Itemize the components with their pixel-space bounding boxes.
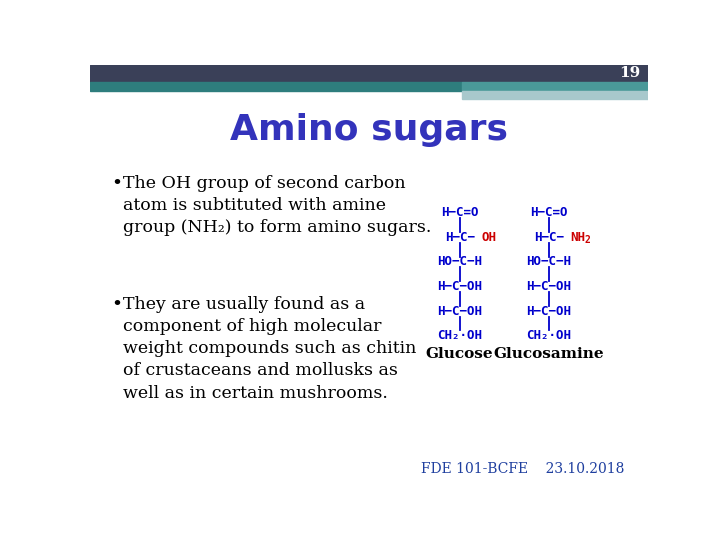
Text: Amino sugars: Amino sugars <box>230 113 508 147</box>
Text: H−C−: H−C− <box>534 231 564 244</box>
Text: NH: NH <box>570 231 585 244</box>
Text: FDE 101-BCFE    23.10.2018: FDE 101-BCFE 23.10.2018 <box>421 462 625 476</box>
Bar <box>90 82 462 91</box>
Text: H−C−OH: H−C−OH <box>437 280 482 293</box>
Text: OH: OH <box>482 231 496 244</box>
Text: HO−C−H: HO−C−H <box>437 255 482 268</box>
Text: HO−C−H: HO−C−H <box>526 255 571 268</box>
Text: Glucose: Glucose <box>426 347 493 361</box>
Text: 19: 19 <box>619 66 640 80</box>
Text: CH₂·OH: CH₂·OH <box>526 329 571 342</box>
Text: Glucosamine: Glucosamine <box>493 347 604 361</box>
Text: H−C=O: H−C=O <box>530 206 567 219</box>
Text: They are usually found as a
component of high molecular
weight compounds such as: They are usually found as a component of… <box>122 296 416 402</box>
Text: H−C=O: H−C=O <box>441 206 478 219</box>
Text: The OH group of second carbon
atom is subtituted with amine
group (NH₂) to form : The OH group of second carbon atom is su… <box>122 175 431 237</box>
Text: •: • <box>112 175 123 193</box>
Bar <box>90 65 648 82</box>
Text: H−C−OH: H−C−OH <box>526 280 571 293</box>
Text: •: • <box>112 296 123 314</box>
Bar <box>462 82 648 91</box>
Text: H−C−OH: H−C−OH <box>437 305 482 318</box>
Bar <box>462 91 648 99</box>
Text: CH₂·OH: CH₂·OH <box>437 329 482 342</box>
Text: H−C−: H−C− <box>445 231 474 244</box>
Text: H−C−OH: H−C−OH <box>526 305 571 318</box>
Text: 2: 2 <box>585 234 590 245</box>
